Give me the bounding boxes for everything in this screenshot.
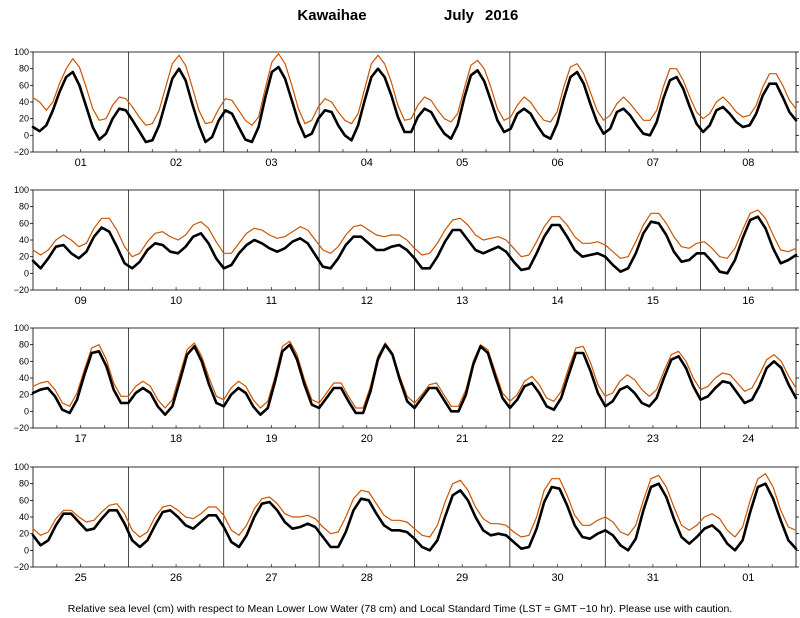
day-label-29: 29 bbox=[456, 572, 468, 584]
day-label-23: 23 bbox=[647, 433, 659, 445]
y-tick-label: 60 bbox=[19, 218, 29, 228]
y-tick-label: 80 bbox=[19, 340, 29, 350]
day-label-08: 08 bbox=[742, 157, 754, 169]
y-tick-label: 80 bbox=[19, 479, 29, 489]
y-tick-label: 40 bbox=[19, 373, 29, 383]
y-tick-label: −20 bbox=[14, 285, 29, 295]
y-tick-label: 20 bbox=[19, 252, 29, 262]
day-label-01: 01 bbox=[75, 157, 87, 169]
day-label-11: 11 bbox=[266, 295, 277, 307]
day-label-21: 21 bbox=[456, 433, 468, 445]
day-label-18: 18 bbox=[170, 433, 182, 445]
y-tick-label: 20 bbox=[19, 529, 29, 539]
y-tick-label: 20 bbox=[19, 114, 29, 124]
y-tick-label: 100 bbox=[14, 47, 29, 57]
observed-sea-level-line bbox=[31, 343, 798, 417]
chart-footer-note: Relative sea level (cm) with respect to … bbox=[68, 603, 733, 615]
day-label-25: 25 bbox=[75, 572, 87, 584]
y-tick-label: 40 bbox=[19, 512, 29, 522]
y-tick-label: 0 bbox=[24, 545, 29, 555]
y-tick-label: 100 bbox=[14, 462, 29, 472]
y-tick-label: 60 bbox=[19, 356, 29, 366]
day-label-31: 31 bbox=[647, 572, 659, 584]
predicted-tide-line bbox=[32, 473, 797, 538]
day-label-10: 10 bbox=[170, 295, 182, 307]
day-label-07: 07 bbox=[647, 157, 659, 169]
y-tick-label: 100 bbox=[14, 323, 29, 333]
y-tick-label: −20 bbox=[14, 423, 29, 433]
y-tick-label: 40 bbox=[19, 97, 29, 107]
day-label-06: 06 bbox=[551, 157, 563, 169]
day-label-12: 12 bbox=[361, 295, 373, 307]
day-label-26: 26 bbox=[170, 572, 182, 584]
y-tick-label: 20 bbox=[19, 390, 29, 400]
panel-4: −20 0 20 40 60 80 100 25 26 27 28 29 30 31 01 bbox=[14, 462, 799, 584]
day-label-01: 01 bbox=[742, 572, 754, 584]
y-tick-label: 0 bbox=[24, 130, 29, 140]
day-label-22: 22 bbox=[551, 433, 563, 445]
day-label-15: 15 bbox=[647, 295, 659, 307]
day-label-24: 24 bbox=[742, 433, 754, 445]
day-label-02: 02 bbox=[170, 157, 182, 169]
observed-sea-level-line bbox=[31, 482, 798, 552]
day-label-27: 27 bbox=[265, 572, 277, 584]
chart-title-station: Kawaihae bbox=[297, 7, 366, 24]
observed-sea-level-line bbox=[31, 65, 798, 144]
y-tick-label: 80 bbox=[19, 64, 29, 74]
y-tick-label: 40 bbox=[19, 235, 29, 245]
day-label-05: 05 bbox=[456, 157, 468, 169]
y-tick-label: 0 bbox=[24, 268, 29, 278]
day-label-09: 09 bbox=[75, 295, 87, 307]
y-tick-label: −20 bbox=[14, 562, 29, 572]
y-tick-label: 100 bbox=[14, 185, 29, 195]
day-label-19: 19 bbox=[265, 433, 277, 445]
panel-2: −20 0 20 40 60 80 100 09 10 11 12 13 14 15 16 bbox=[14, 185, 799, 307]
y-tick-label: 60 bbox=[19, 495, 29, 505]
day-label-20: 20 bbox=[361, 433, 373, 445]
panel-3: −20 0 20 40 60 80 100 17 18 19 20 21 22 23 24 bbox=[14, 323, 799, 445]
y-tick-label: 0 bbox=[24, 406, 29, 416]
chart-title-month: July bbox=[444, 7, 475, 24]
y-tick-label: 60 bbox=[19, 80, 29, 90]
predicted-tide-line bbox=[32, 340, 797, 409]
day-label-13: 13 bbox=[456, 295, 468, 307]
day-label-16: 16 bbox=[742, 295, 754, 307]
predicted-tide-line bbox=[32, 53, 797, 126]
day-label-30: 30 bbox=[551, 572, 563, 584]
observed-sea-level-line bbox=[31, 215, 798, 275]
y-tick-label: −20 bbox=[14, 147, 29, 157]
day-label-17: 17 bbox=[75, 433, 87, 445]
y-tick-label: 80 bbox=[19, 202, 29, 212]
day-label-14: 14 bbox=[551, 295, 563, 307]
day-label-04: 04 bbox=[361, 157, 373, 169]
predicted-tide-line bbox=[32, 209, 797, 259]
chart-title-year: 2016 bbox=[485, 7, 518, 24]
day-label-03: 03 bbox=[265, 157, 277, 169]
panel-1: −20 0 20 40 60 80 100 01 02 03 04 05 06 07 08 bbox=[14, 47, 799, 169]
day-label-28: 28 bbox=[361, 572, 373, 584]
